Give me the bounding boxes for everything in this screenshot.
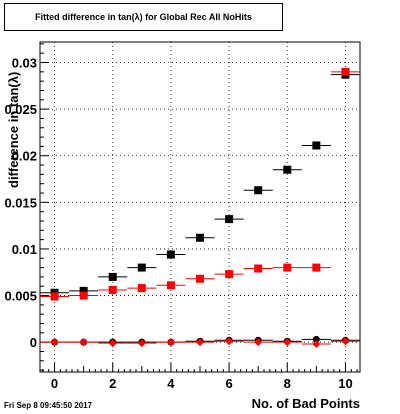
x-tick-label: 4 xyxy=(167,376,175,391)
data-point xyxy=(225,215,234,224)
data-point xyxy=(312,340,321,349)
data-point xyxy=(283,263,292,272)
y-tick-label: 0.005 xyxy=(4,289,37,304)
data-point xyxy=(79,338,88,347)
x-axis-label: No. of Bad Points xyxy=(251,396,360,411)
footer-timestamp: Fri Sep 8 09:45:50 2017 xyxy=(4,401,93,410)
data-point xyxy=(312,141,321,150)
plot-frame xyxy=(39,41,361,373)
y-tick-label: 0.01 xyxy=(12,242,37,257)
data-point xyxy=(254,338,263,347)
x-tick-label: 10 xyxy=(338,376,352,391)
data-point xyxy=(254,264,263,273)
data-point xyxy=(225,270,234,279)
data-point xyxy=(254,186,263,195)
x-tick-label: 0 xyxy=(51,376,58,391)
x-tick-label: 2 xyxy=(109,376,116,391)
data-point xyxy=(137,284,146,293)
data-point xyxy=(79,286,88,295)
data-point xyxy=(341,337,350,346)
chart-title-box: Fitted difference in tan(λ) for Global R… xyxy=(4,3,283,31)
x-tick-label: 6 xyxy=(225,376,232,391)
data-point xyxy=(341,67,350,76)
data-point xyxy=(50,292,59,301)
y-tick-label: 0 xyxy=(30,335,37,350)
y-axis-label: difference in tan(λ) xyxy=(6,71,21,188)
data-point xyxy=(50,338,59,347)
data-point xyxy=(283,338,292,347)
data-point xyxy=(79,291,88,300)
data-point xyxy=(312,263,321,272)
data-point xyxy=(166,250,175,259)
y-tick-label: 0.03 xyxy=(12,56,37,71)
data-point xyxy=(137,339,146,348)
y-tick-label: 0.02 xyxy=(12,149,37,164)
data-point xyxy=(108,272,117,281)
data-point xyxy=(283,165,292,174)
data-point xyxy=(108,339,117,348)
data-point xyxy=(137,263,146,272)
data-point xyxy=(196,274,204,283)
data-point xyxy=(196,233,204,242)
y-tick-label: 0.025 xyxy=(4,102,37,117)
chart-title: Fitted difference in tan(λ) for Global R… xyxy=(35,12,252,22)
y-tick-label: 0.015 xyxy=(4,195,37,210)
data-point xyxy=(166,281,175,290)
data-point xyxy=(312,335,320,343)
data-point xyxy=(225,337,234,346)
data-point xyxy=(166,338,175,347)
data-point xyxy=(196,338,204,347)
data-point xyxy=(108,285,117,294)
x-tick-label: 8 xyxy=(284,376,291,391)
